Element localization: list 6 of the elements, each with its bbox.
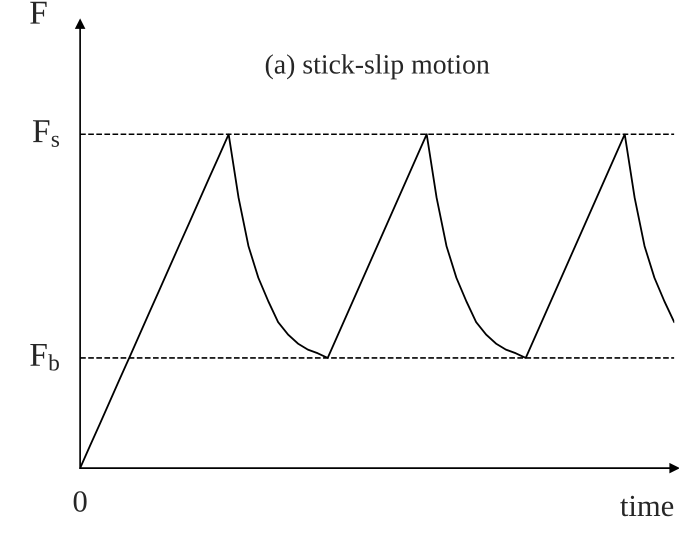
y-axis-title: F [30,2,47,24]
chart-title: (a) stick-slip motion [266,54,490,80]
ref-line-label: F$_{s}$ [32,120,60,147]
text: 0 [74,491,87,512]
ref-line-label: F$_{b}$ [30,344,59,371]
x-axis-title: time [620,496,674,516]
